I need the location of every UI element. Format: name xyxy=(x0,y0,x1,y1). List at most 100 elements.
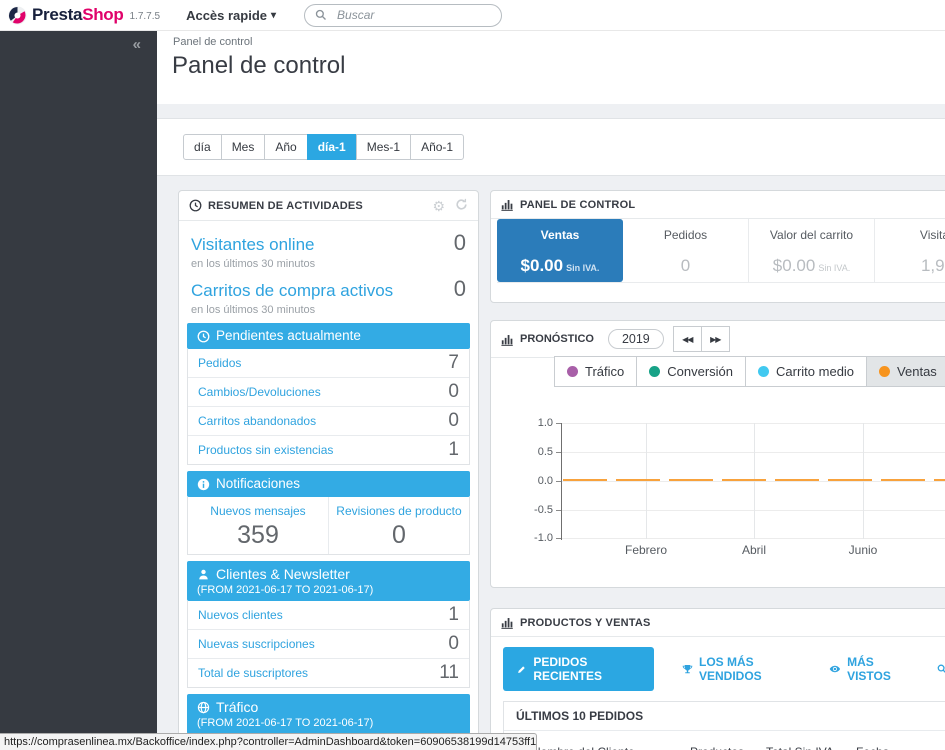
nuevas-suscripciones-value: 0 xyxy=(448,633,459,654)
activity-summary-panel: RESUMEN DE ACTIVIDADES ⚙ Visitantes onli… xyxy=(178,190,479,750)
activity-panel-header: RESUMEN DE ACTIVIDADES ⚙ xyxy=(179,191,478,221)
col-productos: Productos xyxy=(690,745,744,750)
forecast-panel-title: PRONÓSTICO xyxy=(520,333,594,345)
legend-conversion-button[interactable]: Conversión xyxy=(636,356,747,387)
kpi-tile-pedidos[interactable]: Pedidos 0 xyxy=(623,219,749,282)
sidebar: « xyxy=(0,30,157,750)
legend-ventas-button[interactable]: Ventas xyxy=(866,356,945,387)
tab-mas-vistos[interactable]: MÁS VISTOS xyxy=(829,655,909,683)
quick-access-menu[interactable]: Accès rapide ▾ xyxy=(186,8,276,23)
chevron-down-icon: ▾ xyxy=(271,9,277,21)
filter-mes-1-button[interactable]: Mes-1 xyxy=(355,134,412,160)
legend-ventas-label: Ventas xyxy=(897,364,937,379)
kpi-tile-ventas[interactable]: Ventas $0.00 Sin IVA. xyxy=(497,219,623,282)
kpi-valor-unit: Sin IVA. xyxy=(818,263,851,273)
legend-conversion-label: Conversión xyxy=(667,364,734,379)
recent-orders-box: ÚLTIMOS 10 PEDIDOS Nombre del Cliente Pr… xyxy=(503,701,945,750)
kpi-tiles: Ventas $0.00 Sin IVA. Pedidos 0 Valor del… xyxy=(497,219,945,283)
products-sales-panel: PRODUCTOS Y VENTAS PEDIDOS RECIENTES LOS… xyxy=(490,608,945,750)
kpi-tile-valor-carrito[interactable]: Valor del carrito $0.00 Sin IVA. xyxy=(749,219,875,282)
pending-row-abandonados: Carritos abandonados 0 xyxy=(188,407,469,436)
bar-chart-icon xyxy=(501,334,513,346)
legend-trafico-label: Tráfico xyxy=(585,364,625,379)
search-icon xyxy=(315,9,327,20)
devoluciones-value: 0 xyxy=(448,381,459,402)
legend-dot xyxy=(879,366,891,377)
prestashop-logo-icon xyxy=(8,5,27,25)
customers-section-header: Clientes & Newsletter (FROM 2021-06-17 T… xyxy=(187,561,470,601)
pending-row-devoluciones: Cambios/Devoluciones 0 xyxy=(188,378,469,407)
filters-toolbar: día Mes Año día-1 Mes-1 Año-1 xyxy=(157,118,945,176)
kpi-panel-header: PANEL DE CONTROL xyxy=(491,191,945,219)
forecast-nav: ◀◀ ▶▶ xyxy=(672,326,730,352)
info-icon xyxy=(197,478,210,490)
legend-dot xyxy=(567,366,578,377)
legend-trafico-button[interactable]: Tráfico xyxy=(554,356,638,387)
legend-carrito-medio-button[interactable]: Carrito medio xyxy=(745,356,868,387)
filter-dia-button[interactable]: día xyxy=(183,134,222,160)
kpi-tile-visitas[interactable]: Visitas 1,95 xyxy=(875,219,945,282)
nuevas-suscripciones-link[interactable]: Nuevas suscripciones xyxy=(198,637,315,651)
refresh-icon[interactable] xyxy=(455,198,468,213)
search-box[interactable] xyxy=(304,3,503,27)
bar-chart-icon xyxy=(501,200,513,211)
new-messages-link[interactable]: Nuevos mensajes xyxy=(210,504,306,518)
forecast-year: 2019 xyxy=(607,329,664,349)
bar-chart-icon xyxy=(501,618,513,629)
new-messages-value: 359 xyxy=(237,521,279,549)
activity-panel-title: RESUMEN DE ACTIVIDADES xyxy=(208,199,363,212)
y-tick-label: 1.0 xyxy=(537,417,553,429)
notifications-section-title: Notificaciones xyxy=(216,476,301,491)
col-fecha: Fecha xyxy=(856,745,889,750)
abandonados-value: 0 xyxy=(448,410,459,431)
filter-mes-button[interactable]: Mes xyxy=(220,134,266,160)
abandonados-link[interactable]: Carritos abandonados xyxy=(198,414,317,428)
date-filter-group: día Mes Año día-1 Mes-1 Año-1 xyxy=(183,134,465,160)
status-url-tooltip: https://comprasenlinea.mx/Backoffice/ind… xyxy=(0,733,537,750)
prev-year-button[interactable]: ◀◀ xyxy=(672,326,702,352)
devoluciones-link[interactable]: Cambios/Devoluciones xyxy=(198,385,321,399)
kpi-pedidos-value: 0 xyxy=(680,256,691,275)
gear-icon[interactable]: ⚙ xyxy=(432,197,445,214)
traffic-section-title: Tráfico xyxy=(216,699,259,715)
tab-vistos-label: MÁS VISTOS xyxy=(847,655,891,683)
x-tick-label: Febrero xyxy=(624,543,668,557)
kpi-ventas-unit: Sin IVA. xyxy=(566,263,600,273)
filter-dia-1-button[interactable]: día-1 xyxy=(306,134,357,160)
tab-los-mas-vendidos[interactable]: LOS MÁS VENDIDOS xyxy=(682,655,801,683)
total-suscriptores-link[interactable]: Total de suscriptores xyxy=(198,666,309,680)
tab-pedidos-label: PEDIDOS RECIENTES xyxy=(533,655,602,683)
pedidos-link[interactable]: Pedidos xyxy=(198,356,242,370)
visitors-online-value: 0 xyxy=(453,230,466,255)
version-label: 1.7.7.5 xyxy=(129,11,161,22)
search-input[interactable] xyxy=(335,7,480,23)
tab-mas-buscados[interactable]: MÁS BUSCADOS xyxy=(937,655,945,683)
col-nombre-cliente: Nombre del Cliente xyxy=(532,745,635,750)
kpi-ventas-label: Ventas xyxy=(540,228,580,242)
customers-section-title: Clientes & Newsletter xyxy=(216,566,350,582)
product-reviews-value: 0 xyxy=(392,521,406,549)
visitors-online-link[interactable]: Visitantes online xyxy=(191,235,315,254)
breadcrumb: Panel de control xyxy=(173,36,253,48)
next-year-button[interactable]: ▶▶ xyxy=(700,326,730,352)
kpi-valor-value: $0.00 Sin IVA. xyxy=(772,256,851,275)
active-carts-link[interactable]: Carritos de compra activos xyxy=(191,281,394,300)
tab-pedidos-recientes[interactable]: PEDIDOS RECIENTES xyxy=(503,647,654,691)
sin-existencias-link[interactable]: Productos sin existencias xyxy=(198,443,334,457)
prestashop-logo[interactable] xyxy=(8,5,27,25)
recent-orders-title: ÚLTIMOS 10 PEDIDOS xyxy=(504,702,945,731)
filter-ano-button[interactable]: Año xyxy=(264,134,308,160)
total-suscriptores-value: 11 xyxy=(439,662,459,683)
search-icon xyxy=(937,664,945,673)
collapse-sidebar-icon[interactable]: « xyxy=(132,36,141,53)
kpi-ventas-value: $0.00 Sin IVA. xyxy=(520,256,600,275)
y-axis-line xyxy=(561,423,562,540)
activity-panel-body: Visitantes online 0 en los últimos 30 mi… xyxy=(179,221,478,749)
nuevos-clientes-link[interactable]: Nuevos clientes xyxy=(198,608,283,622)
kpi-pedidos-label: Pedidos xyxy=(663,228,708,242)
filter-ano-1-button[interactable]: Año-1 xyxy=(410,134,465,160)
nuevos-clientes-value: 1 xyxy=(448,604,459,625)
product-reviews-link[interactable]: Revisiones de producto xyxy=(336,504,462,518)
pending-row-pedidos: Pedidos 7 xyxy=(188,349,469,378)
x-tick-label: Junio xyxy=(848,543,878,557)
